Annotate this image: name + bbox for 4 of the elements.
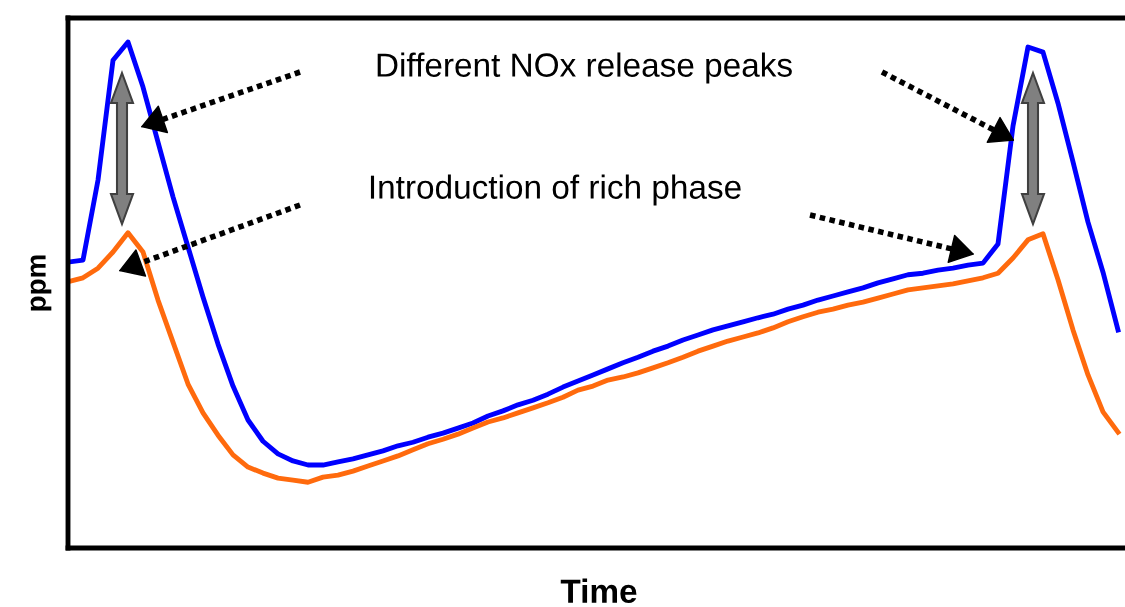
annotation: Different NOx release peaks (377, 52, 792, 84)
annotation: Introduction of rich phase (370, 174, 741, 206)
y-axis-title: ppm (30, 255, 52, 311)
x-axis-title: Time (560, 578, 637, 604)
